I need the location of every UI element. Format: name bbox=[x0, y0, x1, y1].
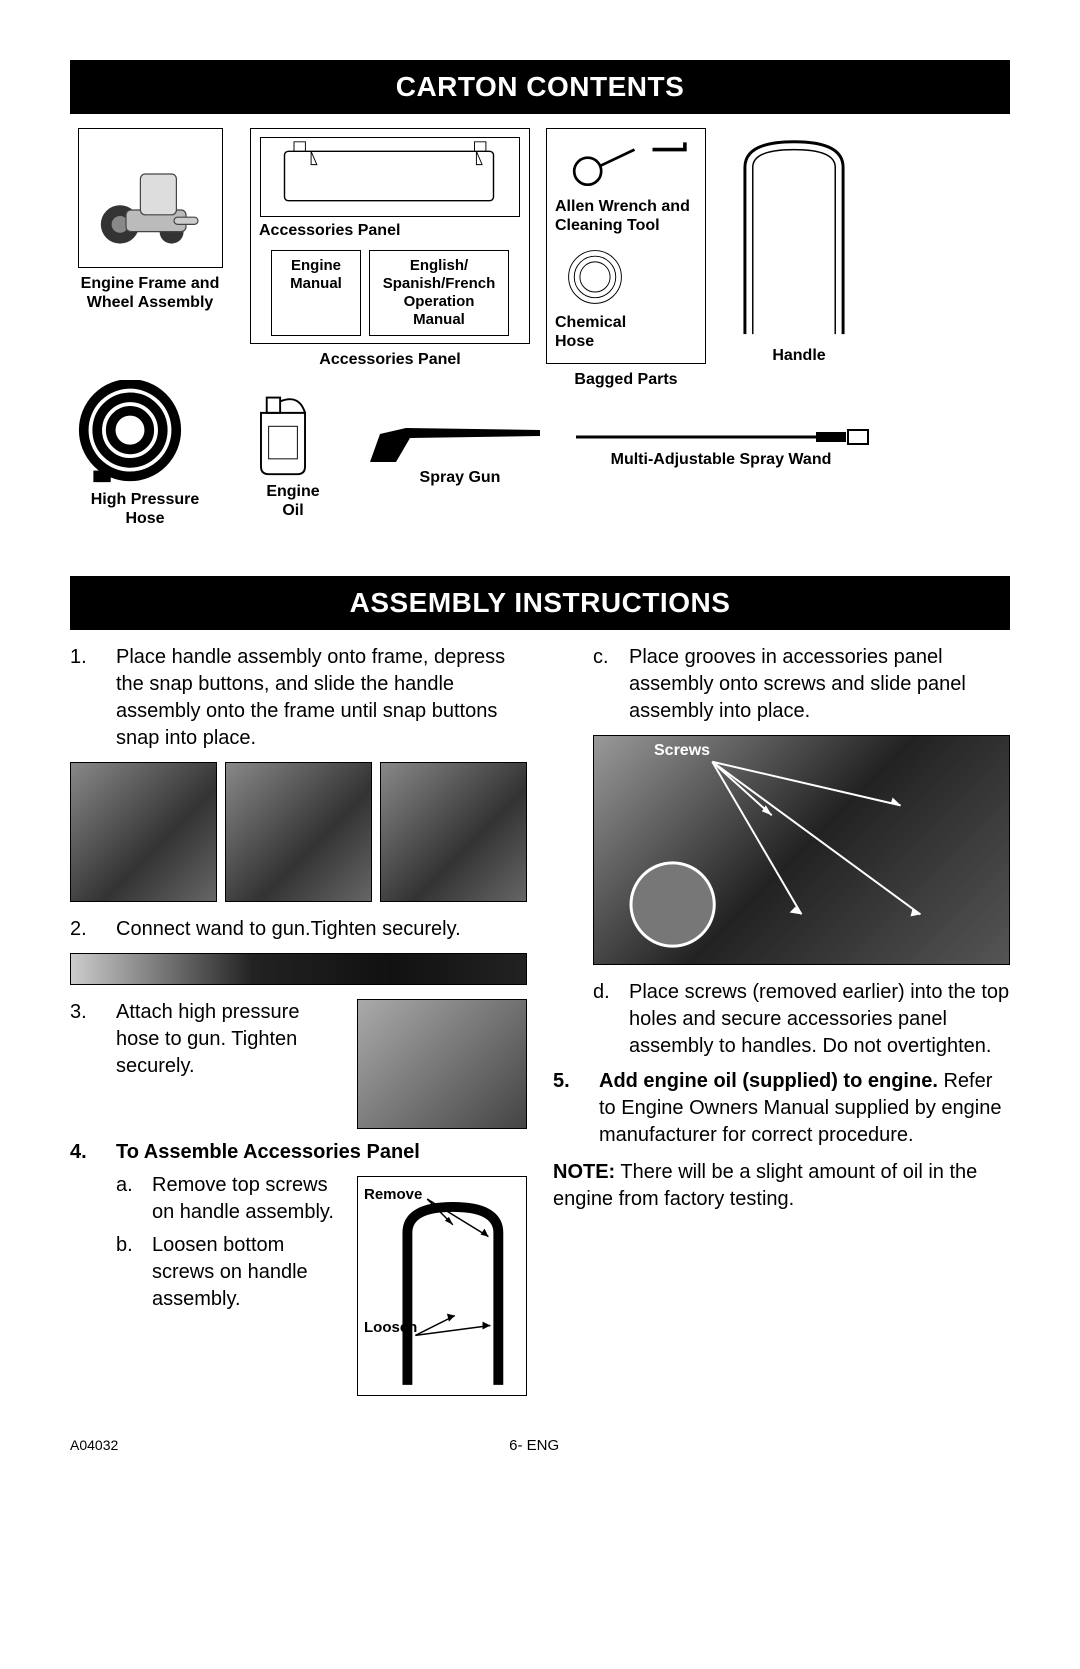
handle-diagram: Remove Loosen bbox=[357, 1176, 527, 1396]
step2-photo bbox=[70, 953, 527, 985]
step-c-num: c. bbox=[593, 644, 615, 725]
step-2-num: 2. bbox=[70, 916, 100, 943]
step-4a-num: a. bbox=[116, 1172, 138, 1226]
step-1-num: 1. bbox=[70, 644, 100, 752]
accessories-panel-top-label: Accessories Panel bbox=[259, 221, 521, 240]
spray-wand-illus bbox=[566, 424, 876, 450]
step-4: 4. To Assemble Accessories Panel a. Remo… bbox=[70, 1139, 527, 1396]
right-column: c. Place grooves in accessories panel as… bbox=[553, 644, 1010, 1213]
step-4a: a. Remove top screws on handle assembly. bbox=[116, 1172, 347, 1226]
accessories-panel-bottom-label: Accessories Panel bbox=[250, 350, 530, 369]
step-4a-text: Remove top screws on handle assembly. bbox=[152, 1172, 347, 1226]
step-3-text: Attach high pressure hose to gun. Tighte… bbox=[116, 999, 345, 1080]
carton-contents-grid: Engine Frame and Wheel Assembly Accessor… bbox=[70, 128, 1010, 558]
step-5-body: Add engine oil (supplied) to engine. Ref… bbox=[599, 1068, 1010, 1149]
step-3: 3. Attach high pressure hose to gun. Tig… bbox=[70, 999, 527, 1129]
instructions-columns: 1. Place handle assembly onto frame, dep… bbox=[70, 644, 1010, 1406]
section-header-assembly: ASSEMBLY INSTRUCTIONS bbox=[70, 576, 1010, 630]
accessories-panel-group: Accessories Panel Engine Manual English/… bbox=[250, 128, 530, 344]
step-4-title: To Assemble Accessories Panel bbox=[116, 1139, 527, 1166]
step1-photo-1 bbox=[70, 762, 217, 902]
footer-page: 6- ENG bbox=[118, 1436, 950, 1456]
page-footer: A04032 6- ENG bbox=[70, 1436, 1010, 1456]
spray-wand-label: Multi-Adjustable Spray Wand bbox=[566, 450, 876, 469]
note-line: NOTE: There will be a slight amount of o… bbox=[553, 1159, 1010, 1213]
step-4b: b. Loosen bottom screws on handle assemb… bbox=[116, 1232, 347, 1313]
step-5-bold: Add engine oil (supplied) to engine. bbox=[599, 1070, 938, 1092]
handle-label: Handle bbox=[724, 346, 874, 365]
step-5: 5. Add engine oil (supplied) to engine. … bbox=[553, 1068, 1010, 1149]
allen-wrench-label: Allen Wrench and Cleaning Tool bbox=[555, 197, 697, 235]
item-hp-hose: High Pressure Hose bbox=[70, 380, 220, 528]
item-engine-frame: Engine Frame and Wheel Assembly bbox=[70, 128, 230, 312]
left-column: 1. Place handle assembly onto frame, dep… bbox=[70, 644, 527, 1406]
bagged-parts-label: Bagged Parts bbox=[546, 370, 706, 389]
step3-photo bbox=[357, 999, 527, 1129]
step-4-num: 4. bbox=[70, 1139, 100, 1396]
accessories-panel-illus bbox=[260, 137, 520, 217]
spray-gun-illus bbox=[360, 412, 560, 468]
step-c-text: Place grooves in accessories panel assem… bbox=[629, 644, 1010, 725]
item-spray-wand: Multi-Adjustable Spray Wand bbox=[566, 424, 876, 469]
step-5-num: 5. bbox=[553, 1068, 583, 1149]
step-c: c. Place grooves in accessories panel as… bbox=[593, 644, 1010, 725]
note-bold: NOTE: bbox=[553, 1161, 615, 1183]
engine-frame-label: Engine Frame and Wheel Assembly bbox=[70, 274, 230, 312]
step-4b-num: b. bbox=[116, 1232, 138, 1313]
spray-gun-label: Spray Gun bbox=[360, 468, 560, 487]
operation-manual-box: English/ Spanish/French Operation Manual bbox=[369, 250, 509, 336]
engine-oil-illus bbox=[248, 388, 338, 482]
step1-photo-3 bbox=[380, 762, 527, 902]
bagged-parts-group: Allen Wrench and Cleaning Tool Chemical … bbox=[546, 128, 706, 364]
section-header-carton: CARTON CONTENTS bbox=[70, 60, 1010, 114]
item-spray-gun: Spray Gun bbox=[360, 412, 560, 487]
chemical-hose-label: Chemical Hose bbox=[555, 313, 697, 351]
accessories-panel-photo: Screws bbox=[593, 735, 1010, 965]
chemical-hose-illus bbox=[555, 243, 697, 313]
step-2: 2. Connect wand to gun.Tighten securely. bbox=[70, 916, 527, 943]
item-engine-oil: Engine Oil bbox=[248, 388, 338, 520]
engine-frame-illus bbox=[78, 128, 223, 268]
note-rest: There will be a slight amount of oil in … bbox=[553, 1161, 977, 1210]
step-d: d. Place screws (removed earlier) into t… bbox=[593, 979, 1010, 1060]
step-2-text: Connect wand to gun.Tighten securely. bbox=[116, 916, 527, 943]
allen-wrench-illus bbox=[555, 137, 697, 197]
step-1: 1. Place handle assembly onto frame, dep… bbox=[70, 644, 527, 752]
step-d-num: d. bbox=[593, 979, 615, 1060]
step-d-text: Place screws (removed earlier) into the … bbox=[629, 979, 1010, 1060]
step1-photo-row bbox=[70, 762, 527, 902]
item-handle: Handle bbox=[724, 128, 874, 365]
step1-photo-2 bbox=[225, 762, 372, 902]
step-1-text: Place handle assembly onto frame, depres… bbox=[116, 644, 527, 752]
step-4b-text: Loosen bottom screws on handle assembly. bbox=[152, 1232, 347, 1313]
hp-hose-label: High Pressure Hose bbox=[70, 490, 220, 528]
handle-illus bbox=[724, 128, 874, 346]
footer-code: A04032 bbox=[70, 1436, 118, 1455]
engine-oil-label: Engine Oil bbox=[248, 482, 338, 520]
step-3-num: 3. bbox=[70, 999, 100, 1129]
hp-hose-illus bbox=[70, 380, 220, 490]
engine-manual-box: Engine Manual bbox=[271, 250, 361, 336]
